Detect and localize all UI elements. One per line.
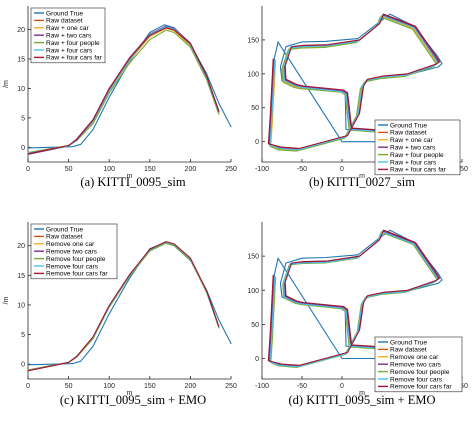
y-tick-label: 0 <box>255 356 259 363</box>
series-line-remove-four-cars-far <box>267 229 441 366</box>
legend-label: Remove two cars <box>390 362 442 369</box>
x-tick-label: 150 <box>144 166 156 173</box>
legend-label: Remove one car <box>390 354 439 361</box>
panel-caption: (c) KITTI_0095_sim + EMO <box>60 393 206 407</box>
legend-label: Raw + one car <box>46 25 90 32</box>
y-tick-label: 15 <box>17 273 25 280</box>
x-tick-label: 0 <box>26 166 30 173</box>
legend-box <box>374 119 461 176</box>
y-tick-label: 10 <box>17 302 25 309</box>
series-line-raw-four-cars <box>269 14 439 151</box>
y-axis-label: /m <box>3 80 10 88</box>
x-tick-label: -50 <box>297 383 307 390</box>
y-tick-label: 15 <box>17 56 25 63</box>
y-tick-label: 50 <box>251 322 259 329</box>
series-line-raw-four-cars-far <box>27 27 220 155</box>
y-axis-label: /m <box>3 296 10 304</box>
chart-panel-3: 0 50 100 150 200 250 0 5 10 15 20 m/m Ground TrueRaw… <box>3 222 237 407</box>
x-tick-label: -100 <box>255 166 269 173</box>
legend-label: Raw + four cars <box>390 159 437 166</box>
panel-caption: (b) KITTI_0027_sim <box>309 175 415 189</box>
panel-caption: (a) KITTI_0095_sim <box>80 175 185 189</box>
chart-panel-4: -100-50050100150050100150mGround TrueRaw… <box>247 222 468 407</box>
x-tick-label: 100 <box>103 166 115 173</box>
legend-label: Remove two cars <box>46 249 98 256</box>
y-tick-label: 20 <box>17 27 25 34</box>
x-tick-label: 0 <box>340 383 344 390</box>
x-tick-label: 150 <box>456 166 468 173</box>
legend-label: Raw dataset <box>390 347 427 354</box>
x-tick-label: 100 <box>103 383 115 390</box>
y-tick-label: 0 <box>21 145 25 152</box>
x-tick-label: 0 <box>26 383 30 390</box>
legend-label: Ground True <box>46 226 83 233</box>
legend-label: Raw + four cars <box>46 47 93 54</box>
x-tick-label: 200 <box>185 166 197 173</box>
legend-label: Raw + one car <box>390 137 434 144</box>
x-axis-label: m <box>359 390 365 397</box>
legend-label: Ground True <box>390 122 427 129</box>
x-tick-label: 50 <box>65 166 73 173</box>
legend-label: Remove four cars far <box>390 384 452 391</box>
x-tick-label: 150 <box>144 383 156 390</box>
legend-label: Raw dataset <box>390 130 427 137</box>
legend-label: Remove four people <box>46 256 106 263</box>
x-tick-label: 0 <box>340 166 344 173</box>
y-tick-label: 150 <box>247 37 259 44</box>
legend-label: Raw dataset <box>46 18 83 25</box>
legend-label: Remove four cars <box>46 263 99 270</box>
y-tick-label: 150 <box>247 254 259 261</box>
y-tick-label: 5 <box>21 115 25 122</box>
y-tick-label: 0 <box>255 139 259 146</box>
legend-label: Raw + four people <box>390 152 444 159</box>
legend-label: Raw dataset <box>46 234 83 241</box>
legend-label: Raw + four cars far <box>390 167 447 174</box>
y-tick-label: 100 <box>247 71 259 78</box>
legend-label: Raw + two cars <box>46 33 92 40</box>
y-tick-label: 100 <box>247 288 259 295</box>
panel-caption: (d) KITTI_0095_sim + EMO <box>289 393 436 407</box>
x-tick-label: 250 <box>225 166 237 173</box>
legend-label: Remove four people <box>390 369 450 376</box>
legend-label: Remove four cars far <box>46 271 108 278</box>
y-tick-label: 10 <box>17 86 25 93</box>
series-line-remove-four-cars-far <box>27 241 220 372</box>
legend-label: Ground True <box>46 10 83 17</box>
legend-box <box>30 223 118 280</box>
x-tick-label: -100 <box>255 383 269 390</box>
series-line-raw-four-cars-far <box>267 13 441 149</box>
x-tick-label: 200 <box>185 383 197 390</box>
legend-label: Raw + four cars far <box>46 55 103 62</box>
legend-label: Remove one car <box>46 241 95 248</box>
x-axis-label: m <box>359 173 365 180</box>
y-tick-label: 0 <box>21 362 25 369</box>
series-line-raw-four-people <box>269 16 437 152</box>
y-tick-label: 5 <box>21 332 25 339</box>
y-tick-label: 20 <box>17 243 25 250</box>
x-axis-label: m <box>127 390 133 397</box>
legend-label: Remove four cars <box>390 376 443 383</box>
legend-box <box>374 336 463 393</box>
x-axis-label: m <box>127 173 133 180</box>
series-line-remove-four-cars <box>269 231 439 368</box>
legend-label: Raw + four people <box>46 40 100 47</box>
chart-panel-2: -100-50050100150050100150mGround TrueRaw… <box>247 6 468 189</box>
x-tick-label: 250 <box>225 383 237 390</box>
legend-label: Raw + two cars <box>390 145 436 152</box>
x-tick-label: -50 <box>297 166 307 173</box>
legend-label: Ground True <box>390 339 427 346</box>
x-tick-label: 50 <box>65 383 73 390</box>
y-tick-label: 50 <box>251 105 259 112</box>
